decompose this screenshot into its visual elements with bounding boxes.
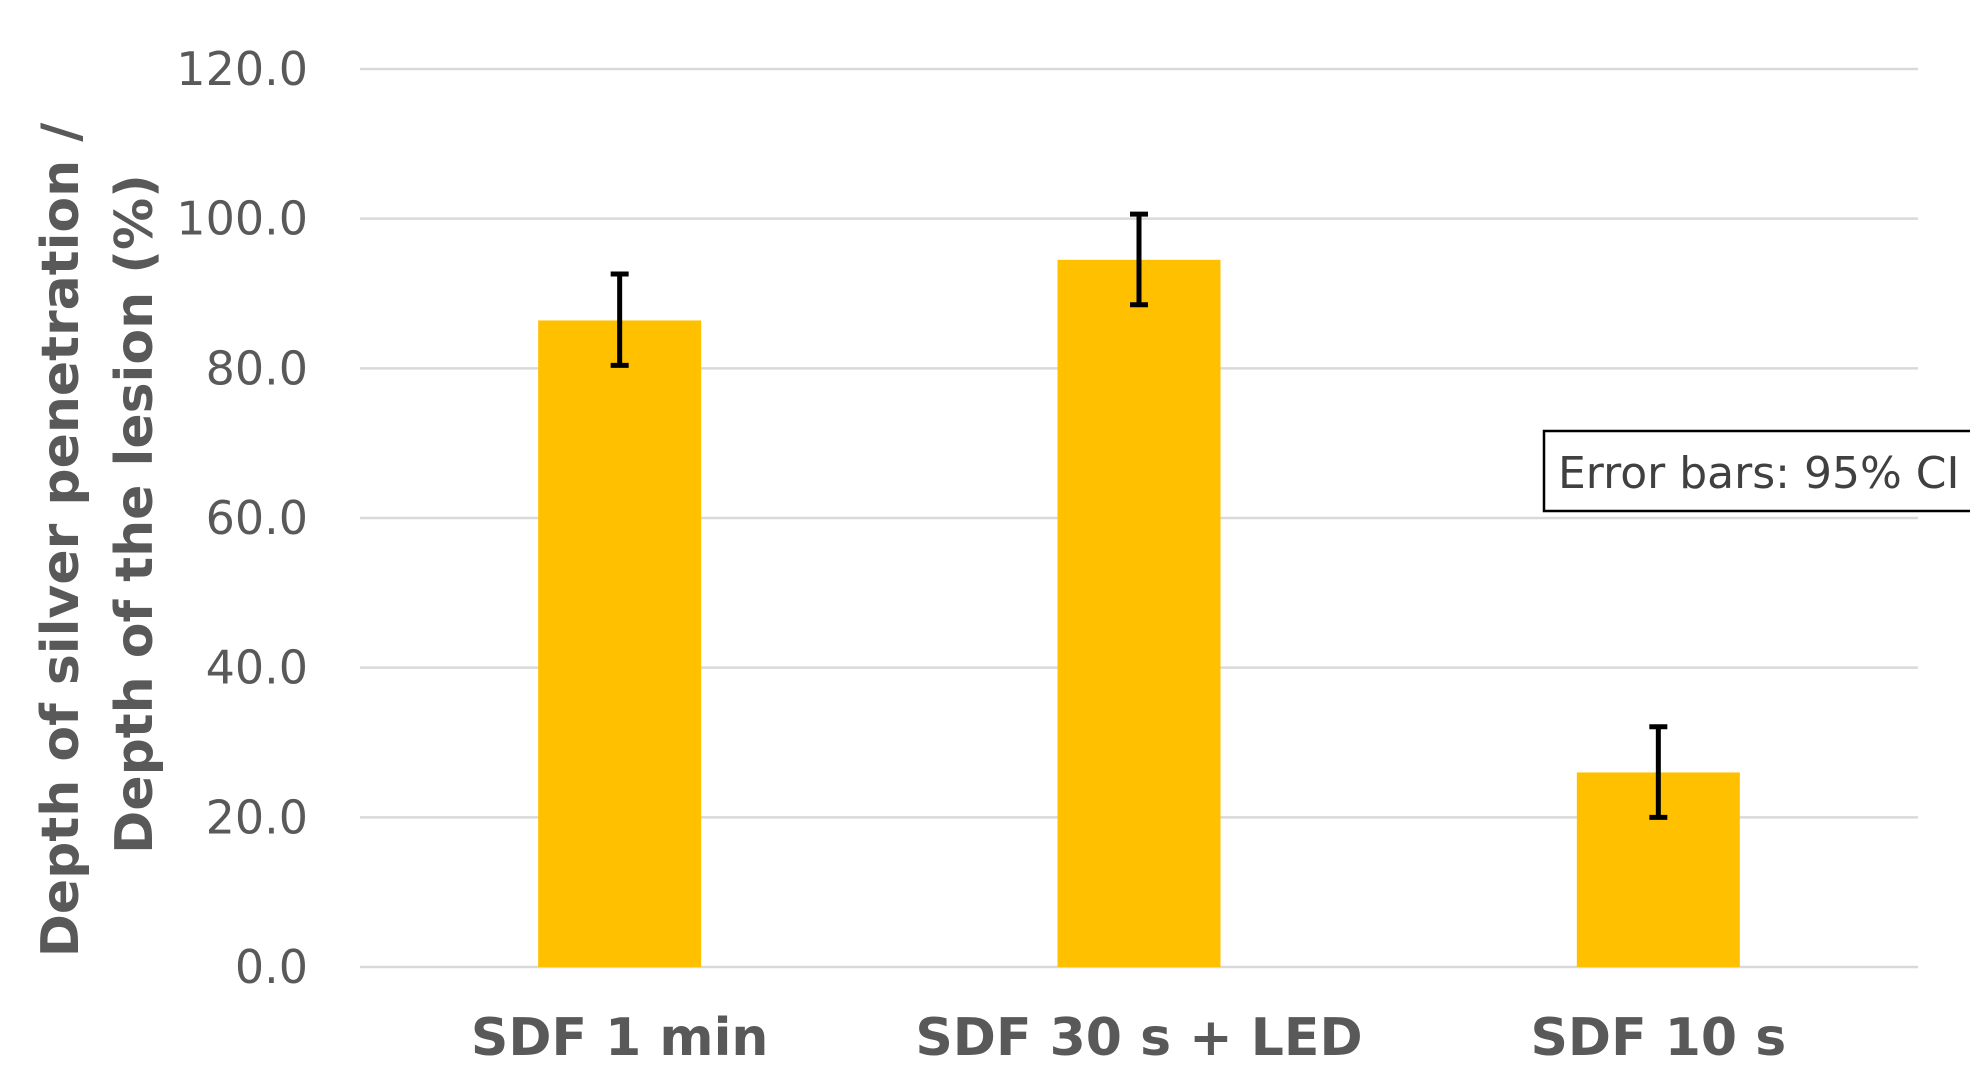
y-axis-title-line-1: Depth of silver penetration /	[31, 123, 91, 958]
error-bar-note: Error bars: 95% CI	[1542, 429, 1970, 513]
error-bars	[610, 211, 1668, 820]
bar	[1057, 259, 1221, 967]
error-bar	[1649, 724, 1668, 820]
error-bar-note-box	[1542, 429, 1970, 513]
y-tick-label: 60.0	[206, 491, 308, 545]
y-axis-tick-labels: 0.0 20.0 40.0 60.0 80.0 100.0 120.0	[176, 42, 308, 994]
bar	[538, 320, 702, 967]
x-axis-category-labels: SDF 1 min SDF 30 s + LED SDF 10 s	[471, 1008, 1786, 1068]
y-tick-label: 0.0	[235, 940, 308, 994]
y-tick-label: 80.0	[206, 341, 308, 395]
y-axis-title: Depth of silver penetration / Depth of t…	[31, 123, 165, 958]
x-category-label: SDF 30 s + LED	[915, 1008, 1362, 1068]
y-tick-label: 120.0	[176, 42, 308, 96]
x-category-label: SDF 1 min	[471, 1008, 769, 1068]
x-category-label: SDF 10 s	[1530, 1008, 1786, 1068]
y-axis-title-line-2: Depth of the lesion (%)	[105, 174, 165, 854]
error-bar	[1130, 211, 1148, 308]
y-tick-label: 40.0	[206, 641, 308, 695]
bars	[538, 259, 1740, 967]
error-bar	[610, 271, 629, 368]
y-tick-label: 20.0	[206, 790, 308, 844]
error-bar-note-text: Error bars: 95% CI	[1558, 448, 1959, 499]
y-tick-label: 100.0	[176, 192, 308, 246]
